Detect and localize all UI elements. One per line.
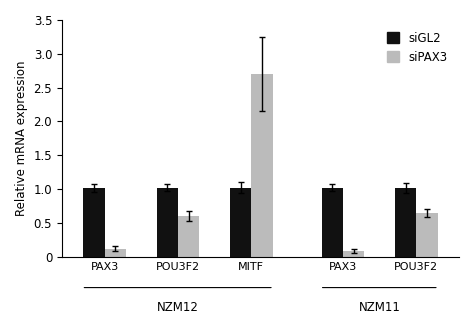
Bar [230,188,251,257]
Text: NZM11: NZM11 [359,301,401,314]
Bar [416,213,438,257]
Bar [105,249,126,257]
Bar [156,188,178,257]
Bar [395,188,416,257]
Text: NZM12: NZM12 [157,301,199,314]
Bar [321,188,343,257]
Y-axis label: Relative mRNA expression: Relative mRNA expression [15,61,28,216]
Legend: siGL2, siPAX3: siGL2, siPAX3 [381,26,453,70]
Bar [83,188,105,257]
Bar [343,251,365,257]
Bar [178,216,200,257]
Bar [251,74,273,257]
